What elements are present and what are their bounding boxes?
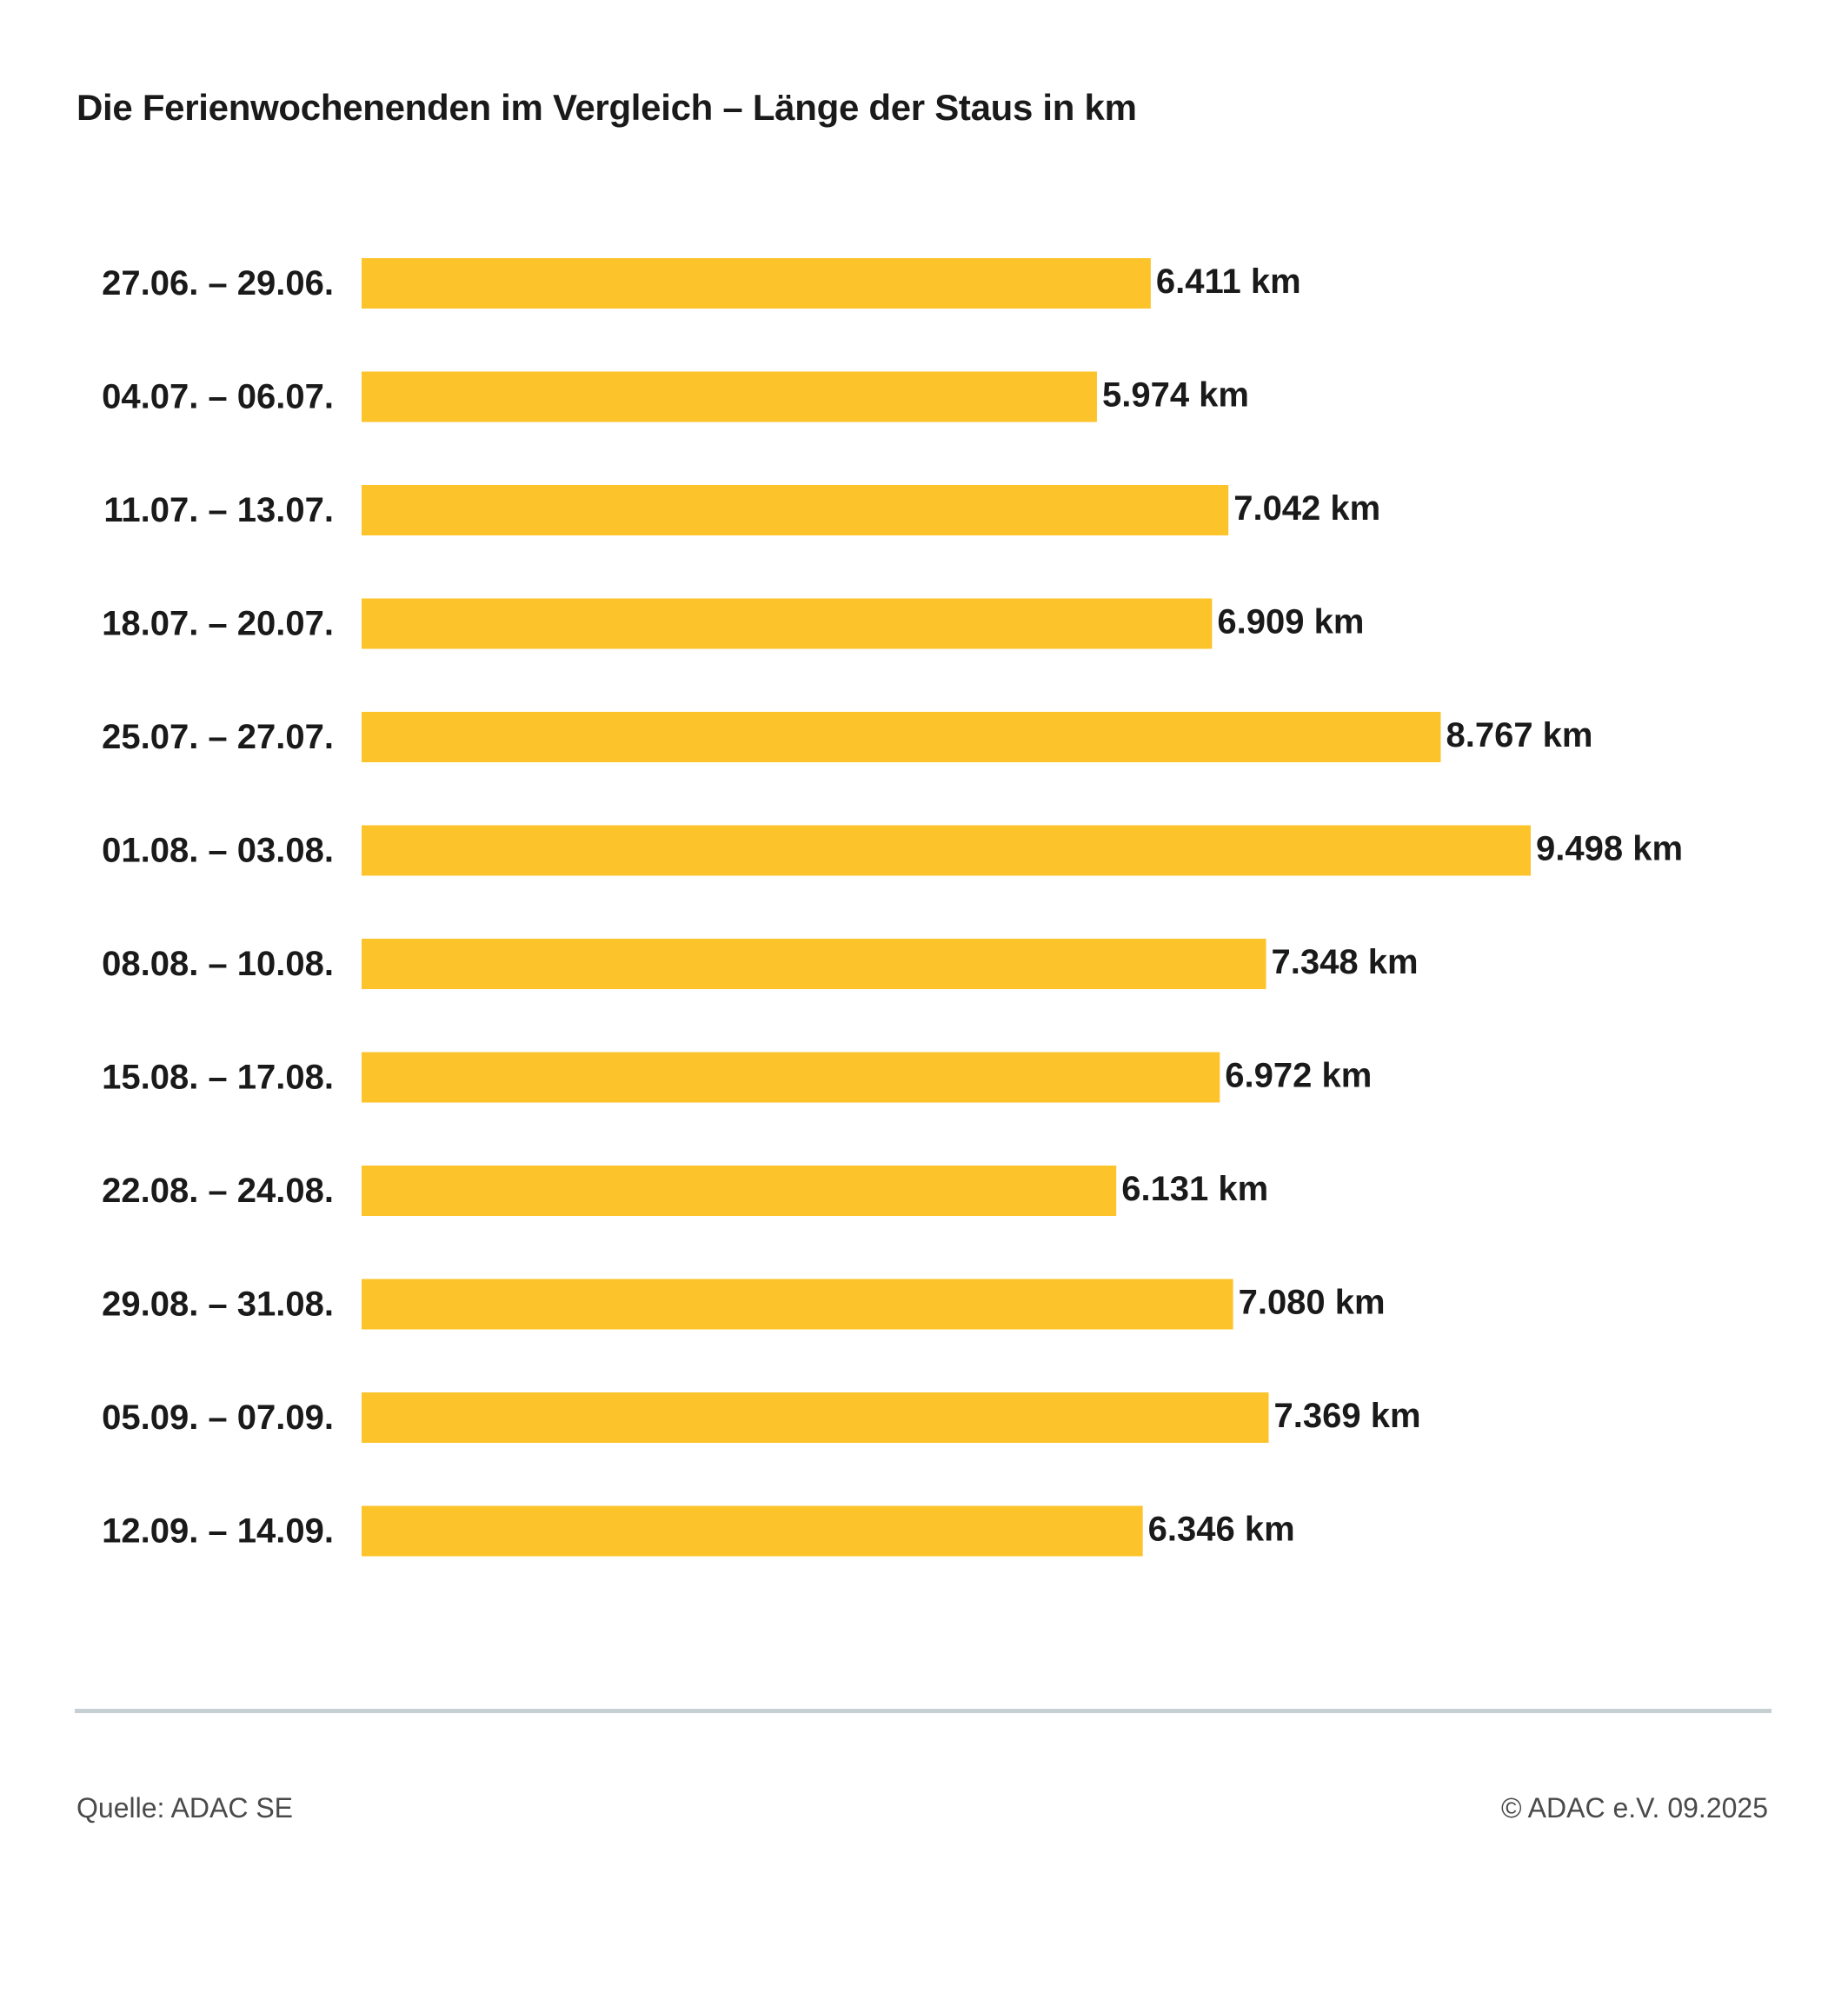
bar	[362, 1505, 1143, 1557]
category-label: 22.08. – 24.08.	[102, 1172, 334, 1210]
value-label: 6.131 km	[1121, 1170, 1268, 1208]
bar	[362, 1052, 1220, 1103]
bar	[362, 1392, 1269, 1443]
value-label: 6.411 km	[1156, 262, 1301, 301]
value-label: 9.498 km	[1536, 830, 1683, 868]
copyright-note: © ADAC e.V. 09.2025	[1500, 1792, 1768, 1824]
bar	[362, 598, 1213, 649]
category-label: 01.08. – 03.08.	[102, 832, 334, 870]
bar	[362, 1279, 1233, 1330]
value-label: 7.348 km	[1272, 943, 1419, 981]
source-note: Quelle: ADAC SE	[76, 1792, 293, 1824]
category-label: 12.09. – 14.09.	[102, 1512, 334, 1551]
category-label: 18.07. – 20.07.	[102, 605, 334, 643]
category-label: 05.09. – 07.09.	[102, 1398, 334, 1437]
bar-chart: 27.06. – 29.06. 6.411 km 04.07. – 06.07. 5.…	[102, 258, 1683, 1557]
bar	[362, 939, 1266, 989]
bar	[362, 825, 1531, 876]
category-label: 11.07. – 13.07.	[103, 491, 334, 529]
value-label: 6.346 km	[1148, 1511, 1295, 1549]
value-label: 7.369 km	[1274, 1397, 1421, 1435]
value-label: 7.042 km	[1233, 489, 1380, 528]
value-label: 6.909 km	[1217, 603, 1364, 641]
category-label: 29.08. – 31.08.	[102, 1285, 334, 1324]
category-label: 25.07. – 27.07.	[102, 718, 334, 756]
value-label: 5.974 km	[1102, 376, 1249, 415]
value-label: 7.080 km	[1239, 1284, 1386, 1322]
bar	[362, 258, 1151, 309]
footer-divider	[75, 1709, 1772, 1713]
category-label: 04.07. – 06.07.	[102, 378, 334, 416]
bar	[362, 712, 1441, 762]
category-label: 08.08. – 10.08.	[102, 945, 334, 983]
value-label: 8.767 km	[1446, 716, 1592, 754]
bar	[362, 371, 1097, 422]
category-label: 15.08. – 17.08.	[102, 1059, 334, 1097]
chart-title: Die Ferienwochenenden im Vergleich – Län…	[76, 87, 1137, 128]
value-label: 6.972 km	[1225, 1057, 1372, 1095]
bar	[362, 1166, 1117, 1216]
bar	[362, 485, 1229, 535]
category-label: 27.06. – 29.06.	[102, 264, 334, 302]
